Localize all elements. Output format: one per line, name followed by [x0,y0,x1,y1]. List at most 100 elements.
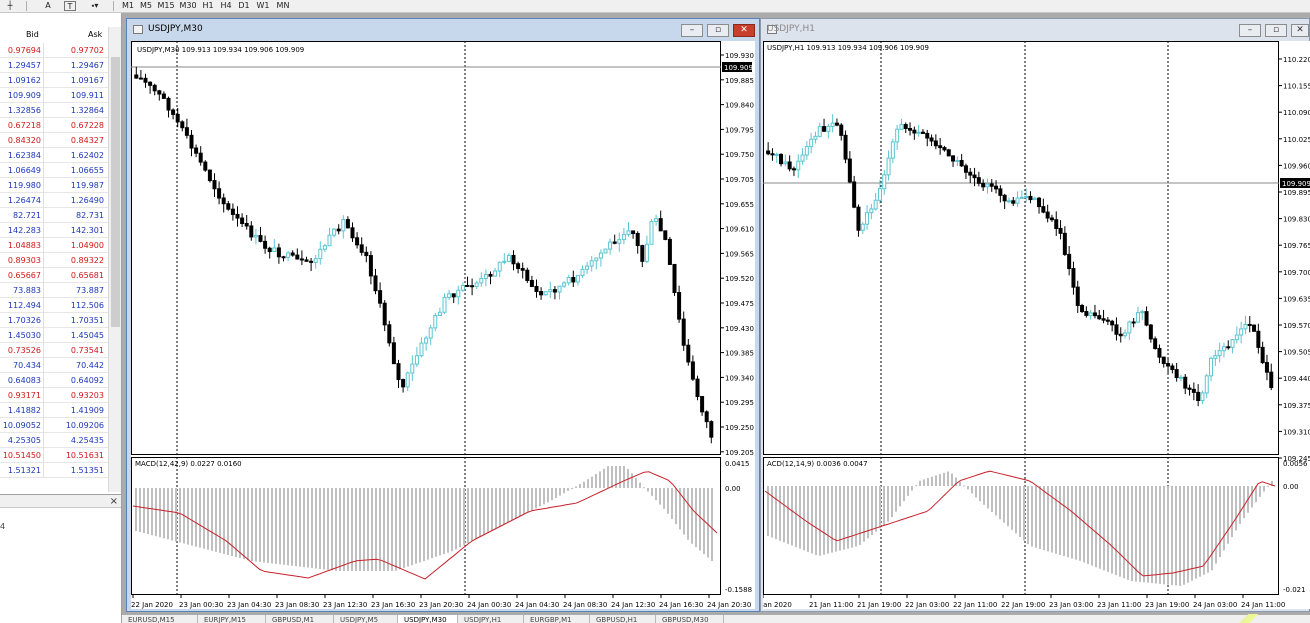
quote-row[interactable]: 4.25305 4.25435 [0,433,108,448]
macd-histogram-bar [439,488,441,556]
chart-area[interactable]: 109.930 109.885 109.840 109.795 109.750 109.7… [131,41,755,609]
price-label: 109.245 [1283,455,1310,463]
macd-level-label: 0.00 [725,485,741,493]
quote-row[interactable]: 0.73526 0.73541 [0,343,108,358]
macd-histogram-bar [239,488,241,559]
quote-row[interactable]: 112.494 112.506 [0,298,108,313]
window-title-bar[interactable]: USDJPY,M30 – ▫ ✕ [127,19,759,41]
timeframe-h4[interactable]: H4 [220,1,232,10]
bid-value: 10.51450 [2,451,41,460]
price-label: 109.960 [1283,162,1310,170]
macd-histogram-bar [339,488,341,571]
candle-body [1191,388,1196,393]
timeframe-m1[interactable]: M1 [122,1,134,10]
quote-row[interactable]: 1.70326 1.70351 [0,313,108,328]
quote-row[interactable]: 1.45030 1.45045 [0,328,108,343]
chart-tab[interactable]: EURJPY,M15 [198,615,266,623]
shapes-icon[interactable]: ⬩▾ [91,1,99,10]
maximize-button[interactable]: ▫ [1265,24,1287,37]
quote-row[interactable]: 1.32856 1.32864 [0,103,108,118]
quote-row[interactable]: 10.09052 10.09206 [0,418,108,433]
close-window-button[interactable]: ✕ [1291,24,1309,37]
close-window-button[interactable]: ✕ [733,24,755,37]
timeframe-m5[interactable]: M5 [140,1,152,10]
timeframe-m15[interactable]: M15 [157,1,175,10]
quote-row[interactable]: 1.41882 1.41909 [0,403,108,418]
time-label: 23 Jan 20:30 [419,601,463,609]
quote-row[interactable]: 1.29457 1.29467 [0,58,108,73]
quote-row[interactable]: 0.64083 0.64092 [0,373,108,388]
quote-row[interactable]: 109.909 109.911 [0,88,108,103]
candle-body [791,168,796,171]
macd-histogram-bar [295,488,297,567]
quote-row[interactable]: 0.93171 0.93203 [0,388,108,403]
resize-grip[interactable] [1235,614,1259,623]
chart-tab[interactable]: GBPUSD,M30 [656,615,724,623]
chart-tab[interactable]: EURUSD,M15 [122,615,198,623]
quote-row[interactable]: 1.06649 1.06655 [0,163,108,178]
macd-histogram-bar [251,488,253,562]
ask-value: 1.70351 [70,316,104,325]
quote-row[interactable]: 119.980 119.987 [0,178,108,193]
price-label: 109.885 [725,77,754,85]
crosshair-icon[interactable]: ┼ [7,1,13,10]
chart-tab[interactable]: EURGBP,M1 [524,615,590,623]
macd-histogram-bar [635,478,637,488]
minimize-button[interactable]: – [1239,24,1261,37]
time-label: 24 Jan 12:30 [611,601,655,609]
candle-body [690,361,695,380]
chart-info-line: USDJPY,H1 109.913 109.934 109.906 109.90… [767,44,929,52]
quote-row[interactable]: 1.09162 1.09167 [0,73,108,88]
chart-area[interactable]: 110.220 110.155 110.090 110.025 109.960 109.8… [763,41,1310,609]
ask-column-header[interactable]: Ask [88,30,103,39]
quote-row[interactable]: 1.26474 1.26490 [0,193,108,208]
macd-histogram-bar [1043,486,1045,551]
quote-row[interactable]: 82.721 82.731 [0,208,108,223]
close-icon[interactable]: × [109,496,118,507]
scrollbar-thumb[interactable] [111,57,120,327]
chart-tab[interactable]: GBPUSD,M1 [266,615,334,623]
macd-histogram-bar [607,466,609,488]
label-icon[interactable]: T [64,1,76,11]
chart-tab[interactable]: GBPUSD,H1 [590,615,656,623]
chart-window-usdjpy-h1[interactable]: USDJPY,H1 – ▫ ✕ 110.220 110.155 110.090 110… [760,18,1310,612]
quote-row[interactable]: 0.84320 0.84327 [0,133,108,148]
quote-row[interactable]: 73.883 73.887 [0,283,108,298]
candle-body [1067,253,1072,270]
quote-row[interactable]: 1.04883 1.04900 [0,238,108,253]
maximize-button[interactable]: ▫ [707,24,729,37]
quote-row[interactable]: 0.65667 0.65681 [0,268,108,283]
quote-row[interactable]: 1.62384 1.62402 [0,148,108,163]
window-title-bar[interactable]: USDJPY,H1 – ▫ ✕ [761,19,1309,41]
timeframe-h1[interactable]: H1 [202,1,214,10]
timeframe-w1[interactable]: W1 [256,1,270,10]
timeframe-d1[interactable]: D1 [238,1,250,10]
quote-row[interactable]: 10.51450 10.51631 [0,448,108,463]
quote-row[interactable]: 0.67218 0.67228 [0,118,108,133]
quote-row[interactable]: 70.434 70.442 [0,358,108,373]
quote-row[interactable]: 1.51321 1.51351 [0,463,108,478]
chart-window-usdjpy-m30[interactable]: USDJPY,M30 – ▫ ✕ 109.930 109.885 109.840 10… [126,18,760,612]
candle-body [626,230,631,235]
candle-body [1264,362,1269,373]
chart-tab[interactable]: USDJPY,M5 [334,615,398,623]
candle-body [258,235,263,242]
macd-histogram-bar [827,486,829,554]
minimize-button[interactable]: – [681,24,703,37]
bid-value: 0.89303 [7,256,41,265]
text-icon[interactable]: A [45,1,51,10]
quote-row[interactable]: 142.283 142.301 [0,223,108,238]
current-price-label: 109.909 [1282,180,1310,188]
quote-row[interactable]: 0.89303 0.89322 [0,253,108,268]
macd-histogram-bar [1091,486,1093,566]
candle-body [959,160,964,167]
column-divider [43,433,44,448]
macd-histogram-bar [1083,486,1085,563]
timeframe-mn[interactable]: MN [276,1,290,10]
chart-tab[interactable]: USDJPY,H1 [458,615,524,623]
market-watch-scrollbar[interactable] [108,27,121,492]
timeframe-m30[interactable]: M30 [179,1,197,10]
chart-tab[interactable]: USDJPY,M30 [398,615,458,623]
quote-row[interactable]: 0.97694 0.97702 [0,43,108,58]
bid-column-header[interactable]: Bid [26,30,39,39]
